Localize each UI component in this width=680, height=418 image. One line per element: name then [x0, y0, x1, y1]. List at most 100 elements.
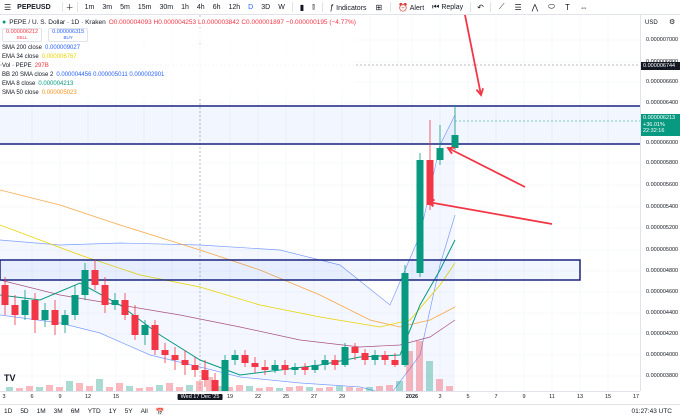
- price-tick-label: 0.000004200: [646, 331, 679, 337]
- range-all[interactable]: All: [140, 408, 148, 415]
- tf-6h[interactable]: 6h: [212, 3, 221, 11]
- price-axis[interactable]: USD ⚙ 0.0000070000.0000068000.0000066000…: [640, 15, 680, 391]
- tf-1h[interactable]: 1h: [181, 3, 189, 11]
- legend-ema34[interactable]: EMA 34 close 0.000006767: [2, 53, 356, 62]
- candle-body: [21, 300, 29, 315]
- range-3m[interactable]: 3M: [53, 408, 63, 415]
- tf-w[interactable]: W: [278, 3, 285, 11]
- tf-3d[interactable]: 3D: [261, 3, 271, 11]
- add-compare-icon[interactable]: ＋: [65, 2, 74, 12]
- price-tick-label: 0.000003800: [646, 373, 679, 379]
- candle-body: [221, 360, 229, 391]
- candle-body: [71, 295, 79, 315]
- trendline-tool-icon[interactable]: ⟋: [498, 2, 505, 11]
- legend-ema8[interactable]: EMA 8 close 0.000004213: [2, 80, 356, 89]
- price-tick-label: 0.000005400: [646, 204, 679, 210]
- settings-icon[interactable]: ⚙: [669, 19, 676, 26]
- currency-label[interactable]: USD: [645, 20, 658, 26]
- measure-tool-icon[interactable]: ⇔: [579, 2, 588, 12]
- candle-body: [41, 310, 49, 320]
- tf-5m[interactable]: 5m: [120, 3, 130, 11]
- candle-body: [261, 367, 269, 370]
- chart-legend: ● PEPE / U. S. Dollar · 1D · Kraken O0.0…: [2, 18, 356, 98]
- price-tick-label: 0.000006600: [646, 79, 679, 85]
- menu-icon[interactable]: ☰: [4, 2, 12, 12]
- candle-body: [171, 355, 179, 360]
- candle-body: [131, 315, 139, 335]
- last-price-countdown: 22:32:16: [643, 128, 665, 134]
- candle-body: [161, 350, 169, 355]
- tf-1m[interactable]: 1m: [84, 3, 95, 11]
- legend-volume[interactable]: Vol · PEPE 297B: [2, 62, 356, 71]
- templates-icon[interactable]: ⊞: [375, 2, 383, 12]
- range-5y[interactable]: 5Y: [124, 408, 133, 415]
- legend-sma50[interactable]: SMA 50 close 0.000005023: [2, 89, 356, 98]
- candle-body: [11, 305, 19, 315]
- text-tool-icon[interactable]: T: [565, 2, 570, 12]
- time-tick-label: 5: [466, 394, 470, 400]
- symbol-search[interactable]: PEPEUSD: [17, 3, 51, 11]
- tf-30m[interactable]: 30m: [159, 3, 174, 11]
- legend-sma200[interactable]: SMA 200 close 0.000009027: [2, 44, 356, 53]
- legend-bb[interactable]: BB 20 SMA close 2 0.000004456 0.000005011…: [2, 71, 356, 80]
- candle-body: [426, 160, 434, 205]
- price-tick-label: 0.000004000: [646, 352, 679, 358]
- time-tick-label: 15: [604, 394, 612, 400]
- price-tick-label: 0.000004400: [646, 310, 679, 316]
- tradingview-logo[interactable]: TV: [4, 373, 16, 383]
- price-tick-label: 0.000005600: [646, 182, 679, 188]
- time-tick-label: 13: [576, 394, 584, 400]
- range-1y[interactable]: 1Y: [108, 408, 117, 415]
- candle-body: [191, 365, 199, 370]
- volume-bar: [76, 383, 83, 391]
- pattern-tool-icon[interactable]: ⋀: [531, 2, 539, 12]
- shape-tool-icon[interactable]: ⬭: [548, 2, 556, 11]
- range-1m[interactable]: 1M: [36, 408, 46, 415]
- buy-button[interactable]: 0.000006315 BUY: [48, 28, 89, 42]
- range-1d[interactable]: 1D: [4, 408, 13, 415]
- range-5d[interactable]: 5D: [20, 408, 29, 415]
- sell-button[interactable]: 0.000006212 SELL: [2, 28, 43, 42]
- status-dot-icon: ●: [2, 19, 7, 26]
- tf-d[interactable]: D: [248, 3, 254, 11]
- candle-body: [251, 363, 259, 367]
- range-ytd[interactable]: YTD: [87, 408, 101, 415]
- trade-buttons: 0.000006212 SELL 0.000006315 BUY: [2, 28, 356, 42]
- tf-3m[interactable]: 3m: [102, 3, 113, 11]
- candle-type-icon[interactable]: ▮: [299, 2, 305, 12]
- undo-icon[interactable]: ↶: [477, 2, 484, 12]
- alert-button[interactable]: ⏰ Alert: [398, 2, 425, 12]
- tf-4h[interactable]: 4h: [196, 3, 205, 11]
- dashed-level-tag: 0.000006744: [641, 62, 680, 70]
- resistance-zone: [0, 105, 640, 145]
- legend-pair: PEPE / U. S. Dollar · 1D · Kraken: [9, 19, 106, 26]
- tf-12h[interactable]: 12h: [228, 3, 241, 11]
- last-price-last-price: 0.000006213: [643, 115, 676, 121]
- range-6m[interactable]: 6M: [70, 408, 80, 415]
- time-tick-label: 22: [254, 394, 262, 400]
- candle-body: [271, 365, 279, 370]
- utc-clock[interactable]: 01:27:43 UTC: [631, 408, 672, 415]
- support-box: [0, 259, 581, 281]
- last-price-last-change: +36.01%: [643, 121, 665, 128]
- indicators-button[interactable]: ƒ Indicators: [329, 2, 367, 12]
- volume-bar: [316, 388, 323, 391]
- bar-type-icon[interactable]: ⫾: [312, 2, 315, 11]
- time-tick-label: 27: [310, 394, 318, 400]
- candle-body: [321, 360, 329, 365]
- divider: [470, 2, 472, 12]
- fib-tool-icon[interactable]: ☰: [514, 2, 522, 12]
- indicators-icon: ƒ: [329, 2, 335, 12]
- tf-15m[interactable]: 15m: [137, 3, 152, 11]
- price-tick-label: 0.000004800: [646, 268, 679, 274]
- time-axis[interactable]: 3 6 9 12 15 Wed 17 Dec '25 19 22 25 27 29 2026 3 5 7 9 1…: [0, 391, 640, 404]
- volume-bar: [426, 361, 433, 391]
- date-range-icon[interactable]: 📅: [155, 408, 165, 416]
- replay-button[interactable]: ⏮ Replay: [432, 2, 464, 11]
- volume-bar: [446, 386, 453, 391]
- candle-body: [81, 270, 89, 295]
- volume-bar: [116, 383, 123, 391]
- candle-body: [291, 367, 299, 370]
- annotation-arrow-mid-head: [446, 146, 456, 155]
- ema34-line: [0, 224, 456, 328]
